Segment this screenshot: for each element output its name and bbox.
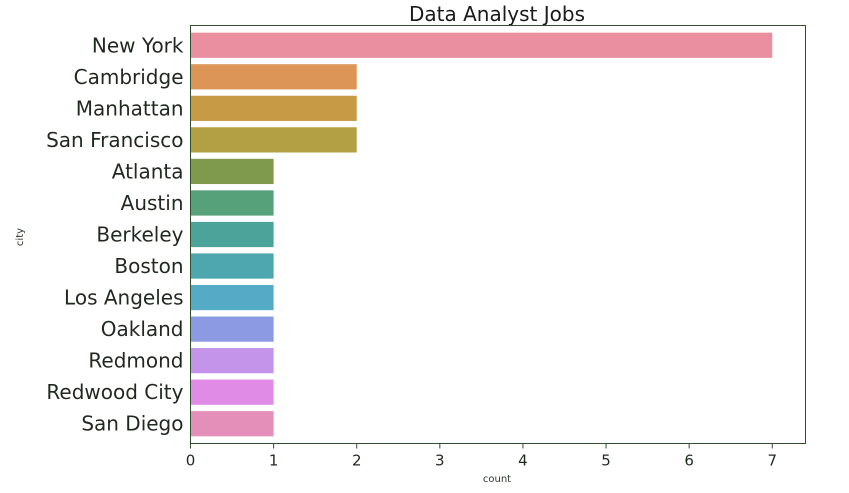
category-label: San Diego	[81, 412, 183, 436]
category-label: Redmond	[88, 349, 183, 373]
category-label: Cambridge	[74, 65, 184, 89]
x-tick-label: 1	[269, 452, 279, 470]
plot-frame	[190, 25, 806, 444]
x-tick-label: 7	[767, 452, 777, 470]
category-label: Redwood City	[46, 380, 183, 404]
bar-san-diego	[190, 411, 274, 437]
x-tick-label: 2	[352, 452, 362, 470]
category-label: Los Angeles	[64, 286, 183, 310]
category-label: Oakland	[101, 317, 184, 341]
bar-los-angeles	[190, 284, 274, 311]
bar-series	[190, 32, 773, 437]
bar-cambridge	[190, 64, 357, 90]
category-label: Berkeley	[96, 223, 183, 247]
x-tick-label: 3	[435, 452, 445, 470]
category-label: San Francisco	[46, 128, 183, 152]
x-ticks: 0 1 2 3 4 5 6 7	[186, 443, 777, 470]
category-label: Manhattan	[76, 96, 184, 120]
x-axis-label: count	[483, 474, 511, 485]
bar-san-francisco	[190, 127, 357, 153]
chart-title: Data Analyst Jobs	[409, 2, 585, 26]
bar-boston	[190, 253, 274, 279]
x-tick-label: 5	[601, 452, 611, 470]
bar-austin	[190, 190, 274, 216]
x-tick-label: 6	[684, 452, 694, 470]
x-tick-label: 4	[518, 452, 528, 470]
bar-oakland	[190, 316, 274, 342]
y-axis-label: city	[15, 228, 26, 246]
bar-manhattan	[190, 95, 357, 121]
bar-berkeley	[190, 221, 274, 248]
category-label: Atlanta	[112, 159, 184, 183]
category-label: New York	[92, 33, 184, 57]
category-label: Austin	[121, 191, 184, 215]
bar-redmond	[190, 348, 274, 374]
bar-new-york	[190, 32, 773, 58]
bar-redwood-city	[190, 379, 274, 405]
category-labels: New York Cambridge Manhattan San Francisco A…	[46, 33, 184, 435]
bar-atlanta	[190, 158, 274, 185]
category-label: Boston	[114, 254, 183, 278]
x-tick-label: 0	[186, 452, 196, 470]
